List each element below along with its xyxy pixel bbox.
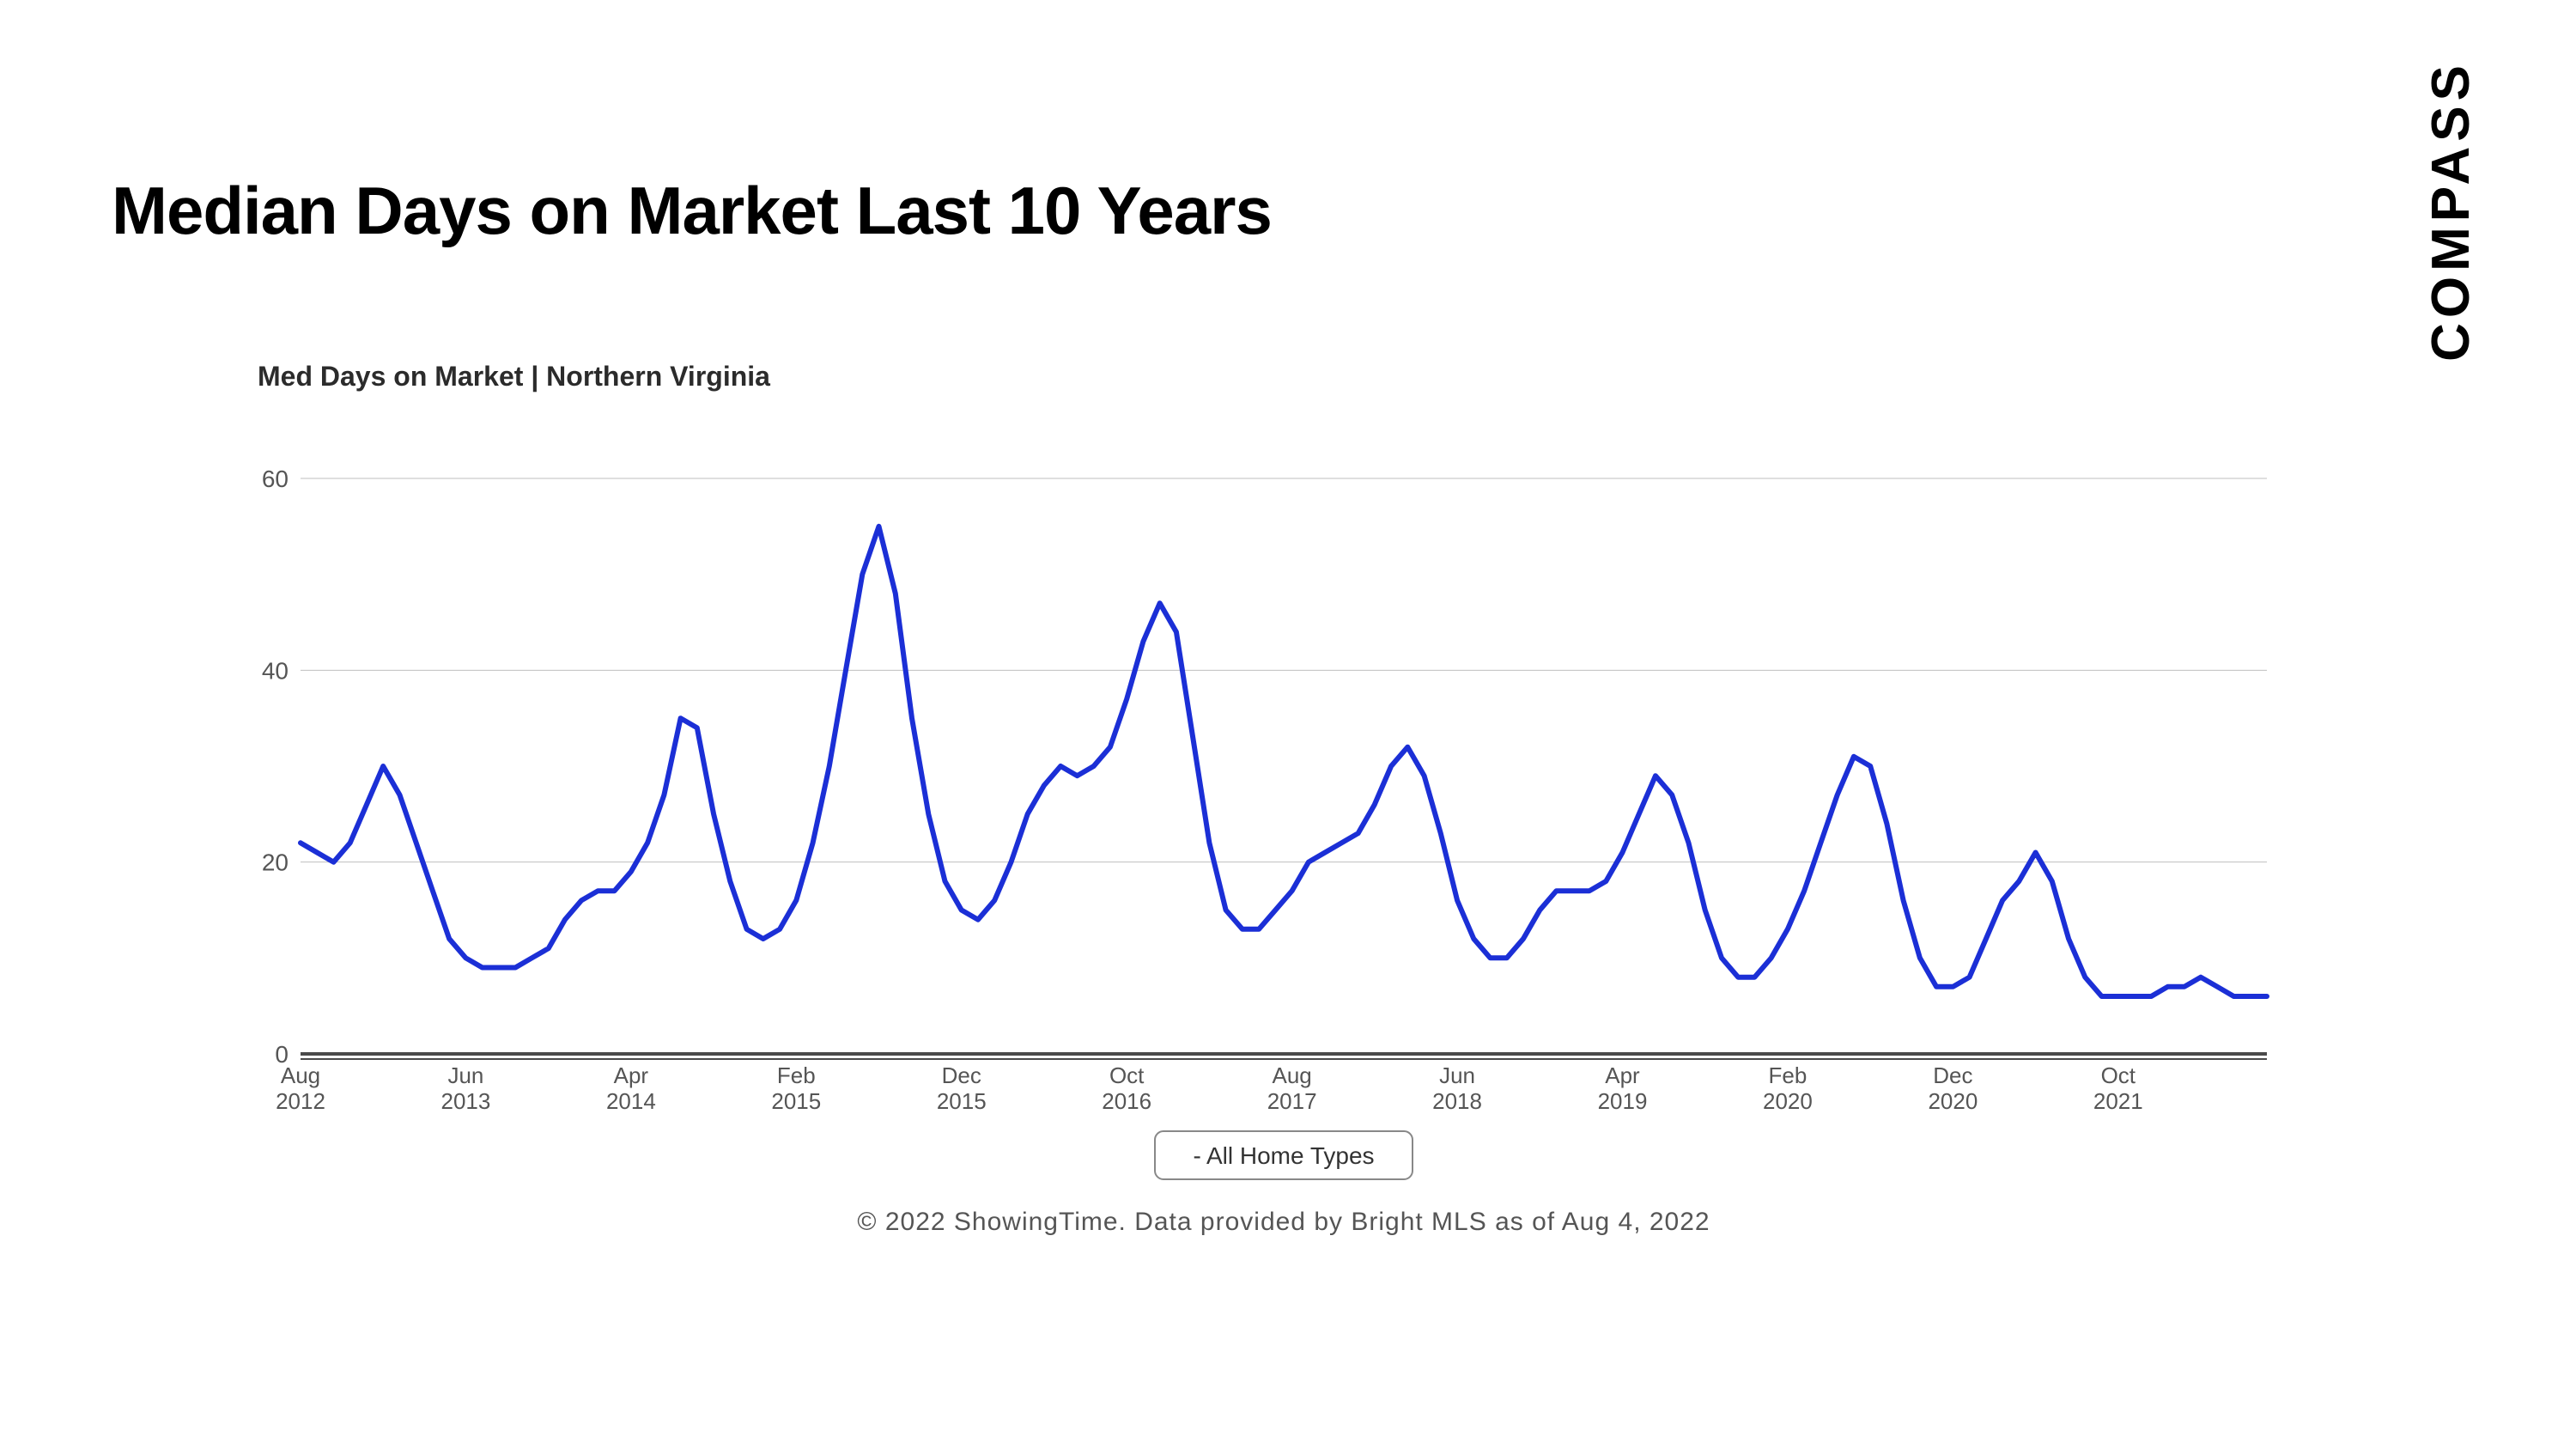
x-tick-label-year: 2020 (1763, 1088, 1813, 1114)
x-tick-label-year: 2020 (1928, 1088, 1978, 1114)
y-tick-label: 60 (262, 466, 289, 492)
x-tick-label-month: Oct (2101, 1062, 2136, 1088)
x-tick-label-year: 2021 (2093, 1088, 2143, 1114)
line-chart: 0204060Aug2012Jun2013Apr2014Feb2015Dec20… (240, 401, 2284, 1294)
x-tick-label-month: Feb (777, 1062, 816, 1088)
x-tick-label-month: Dec (942, 1062, 981, 1088)
x-tick-label-month: Apr (614, 1062, 649, 1088)
slide: Median Days on Market Last 10 Years COMP… (0, 0, 2576, 1449)
x-tick-label-year: 2014 (606, 1088, 656, 1114)
x-tick-label-year: 2019 (1598, 1088, 1648, 1114)
legend-label: - All Home Types (1193, 1142, 1374, 1169)
x-tick-label-month: Feb (1769, 1062, 1807, 1088)
x-tick-label-year: 2015 (771, 1088, 821, 1114)
x-tick-label-year: 2013 (441, 1088, 491, 1114)
x-tick-label-month: Jun (1439, 1062, 1475, 1088)
chart-container: Med Days on Market | Northern Virginia 0… (240, 361, 2284, 1299)
x-tick-label-year: 2018 (1432, 1088, 1482, 1114)
x-tick-label-month: Apr (1605, 1062, 1640, 1088)
attribution-text: © 2022 ShowingTime. Data provided by Bri… (857, 1208, 1710, 1237)
x-tick-label-month: Aug (1272, 1062, 1311, 1088)
x-tick-label-month: Dec (1933, 1062, 1972, 1088)
brand-wordmark: COMPASS (2421, 60, 2482, 362)
x-tick-label-year: 2015 (937, 1088, 987, 1114)
x-tick-label-month: Oct (1109, 1062, 1145, 1088)
page-title: Median Days on Market Last 10 Years (112, 172, 1272, 250)
x-tick-label-month: Jun (447, 1062, 483, 1088)
brand-logo: COMPASS (2421, 60, 2482, 366)
series-all-home-types (301, 527, 2267, 996)
chart-title: Med Days on Market | Northern Virginia (258, 361, 2284, 393)
x-tick-label-year: 2017 (1267, 1088, 1317, 1114)
y-tick-label: 40 (262, 657, 289, 684)
y-tick-label: 20 (262, 849, 289, 876)
x-tick-label-month: Aug (281, 1062, 320, 1088)
x-tick-label-year: 2016 (1102, 1088, 1151, 1114)
x-tick-label-year: 2012 (276, 1088, 325, 1114)
